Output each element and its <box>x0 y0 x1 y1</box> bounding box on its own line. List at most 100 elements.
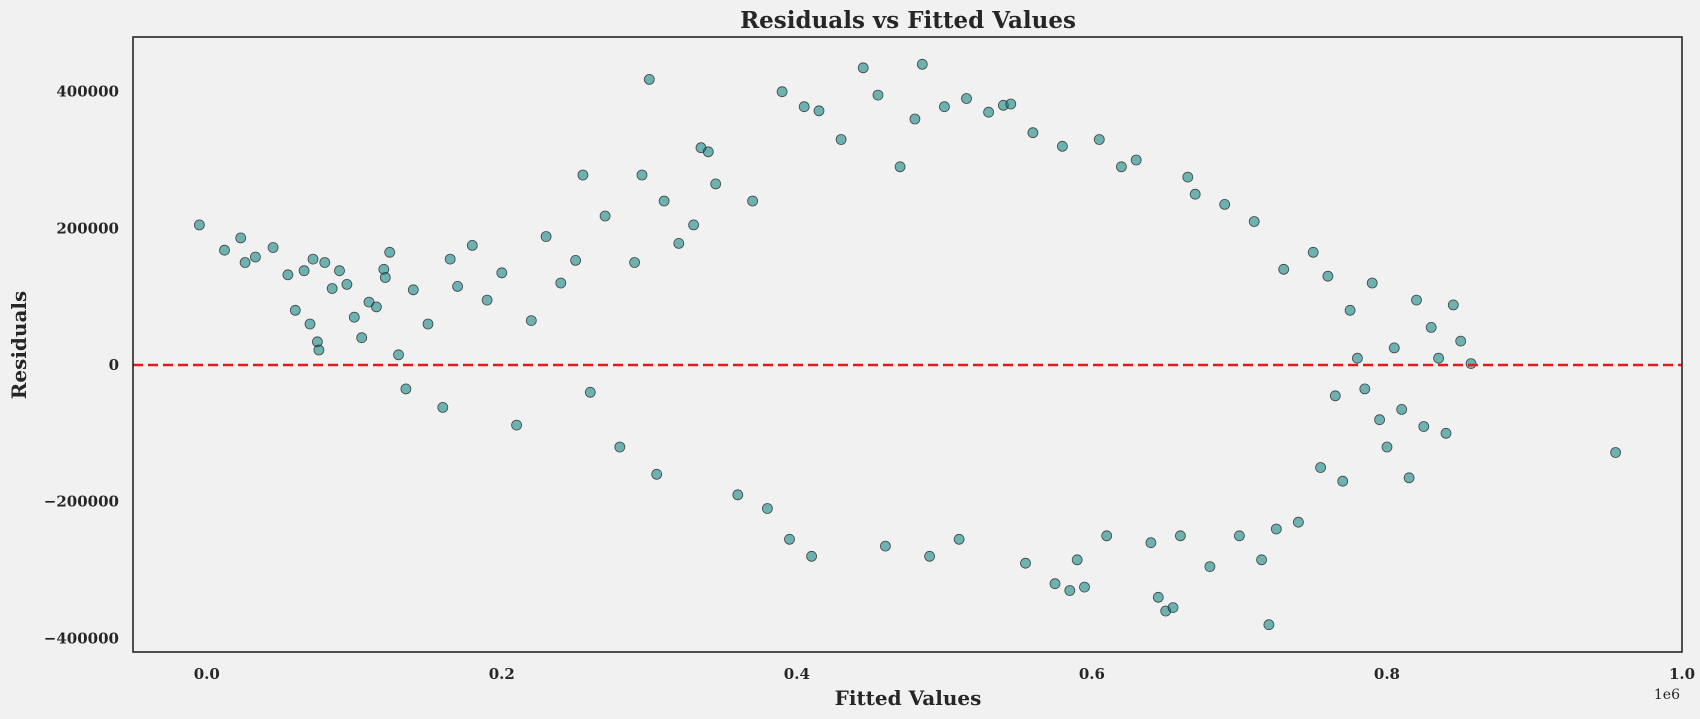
scatter-point <box>688 219 699 231</box>
scatter-point <box>1005 98 1017 110</box>
x-tick-label: 0.6 <box>1079 665 1105 683</box>
scatter-point <box>599 210 611 222</box>
scatter-point <box>540 231 552 242</box>
scatter-point <box>1403 472 1415 484</box>
scatter-point <box>1396 403 1408 415</box>
scatter-point <box>1145 537 1157 549</box>
scatter-point <box>872 89 884 101</box>
scatter-point <box>1071 554 1083 566</box>
scatter-point <box>313 344 325 356</box>
x-axis-label: Fitted Values <box>835 686 982 710</box>
scatter-point <box>880 540 891 552</box>
scatter-point <box>835 134 847 145</box>
scatter-point <box>1152 591 1164 603</box>
scatter-point <box>909 113 921 125</box>
scatter-point <box>1079 581 1090 593</box>
scatter-point <box>924 550 935 562</box>
scatter-point <box>702 146 714 158</box>
scatter-point <box>298 265 310 277</box>
scatter-point <box>762 503 773 514</box>
scatter-point <box>1182 171 1194 183</box>
x-tick-label: 0.2 <box>489 665 515 683</box>
scatter-point <box>1388 342 1400 354</box>
scatter-point <box>466 239 478 251</box>
y-tick-label: −400000 <box>44 629 119 647</box>
scatter-point <box>422 318 434 330</box>
scatter-point <box>1130 154 1142 166</box>
x-tick-label: 1.0 <box>1669 665 1695 683</box>
scatter-point <box>1352 352 1363 364</box>
scatter-point <box>614 441 626 453</box>
scatter-point <box>219 244 230 256</box>
chart-title: Residuals vs Fitted Values <box>740 7 1076 34</box>
scatter-point <box>1381 441 1393 453</box>
scatter-point <box>1374 414 1385 426</box>
scatter-point <box>629 257 640 268</box>
scatter-point <box>798 101 810 113</box>
scatter-point <box>939 101 950 113</box>
scatter-point <box>452 280 464 292</box>
plot-frame <box>132 36 1683 653</box>
y-tick-label: 400000 <box>56 83 119 101</box>
scatter-point <box>636 169 648 181</box>
scatter-point <box>983 106 994 118</box>
scatter-point <box>813 105 825 117</box>
scatter-point <box>1465 358 1477 370</box>
scatter-point <box>1064 585 1076 596</box>
axes: 0.0 0.2 0.4 0.6 0.8 1.0 400000 200000 0 −200000 −4… <box>44 36 1695 683</box>
scatter-point <box>444 253 456 265</box>
x-tick-label: 0.0 <box>194 665 220 683</box>
scatter-point <box>307 253 319 265</box>
scatter-point <box>961 93 972 104</box>
scatter-point <box>1270 523 1282 535</box>
scatter-point <box>1057 140 1068 152</box>
scatter-point <box>384 246 396 258</box>
scatter-point <box>1447 299 1459 311</box>
x-tick-label: 0.4 <box>784 665 810 683</box>
scatter-point <box>584 386 596 398</box>
scatter-point <box>1175 530 1186 542</box>
scatter-point <box>400 383 412 395</box>
scatter-point <box>1455 335 1467 347</box>
scatter-point <box>319 257 331 268</box>
scatter-point <box>1116 161 1127 173</box>
scatter-point <box>1189 188 1201 200</box>
y-axis-label: Residuals <box>7 291 31 400</box>
scatter-point <box>481 294 493 306</box>
scatter-point <box>379 272 391 283</box>
scatter-point <box>249 251 261 263</box>
scatter-point <box>953 533 965 545</box>
scatter-point <box>1204 561 1216 572</box>
scatter-point <box>1093 134 1105 145</box>
scatter-point <box>555 277 567 289</box>
scatter-point <box>857 62 869 74</box>
scatter-point <box>407 284 419 296</box>
y-tick-label: −200000 <box>44 493 119 511</box>
scatter-point <box>193 219 205 231</box>
scatter-point <box>658 195 670 207</box>
scatter-point <box>651 468 663 480</box>
scatter-point <box>1234 530 1245 542</box>
scatter-point <box>326 283 338 294</box>
scatter-point <box>1440 427 1452 439</box>
scatter-point <box>1418 421 1430 432</box>
scatter-point <box>356 332 368 344</box>
scatter-point <box>437 401 449 413</box>
scatter-point <box>1315 462 1326 473</box>
scatter-point <box>1263 619 1275 631</box>
scatter-point <box>710 178 722 190</box>
scatter-point <box>289 304 301 316</box>
scatter-point <box>1101 530 1113 542</box>
scatter-point <box>1329 390 1341 402</box>
scatter-point <box>1167 602 1179 613</box>
scatter-point <box>784 533 795 545</box>
scatter-point <box>1344 304 1356 316</box>
scatter-point <box>1049 578 1061 590</box>
scatter-point <box>1219 198 1231 210</box>
scatter-point <box>525 315 537 327</box>
scatter-point <box>732 489 744 501</box>
scatter-point <box>776 86 788 98</box>
scatter-point <box>894 161 906 173</box>
